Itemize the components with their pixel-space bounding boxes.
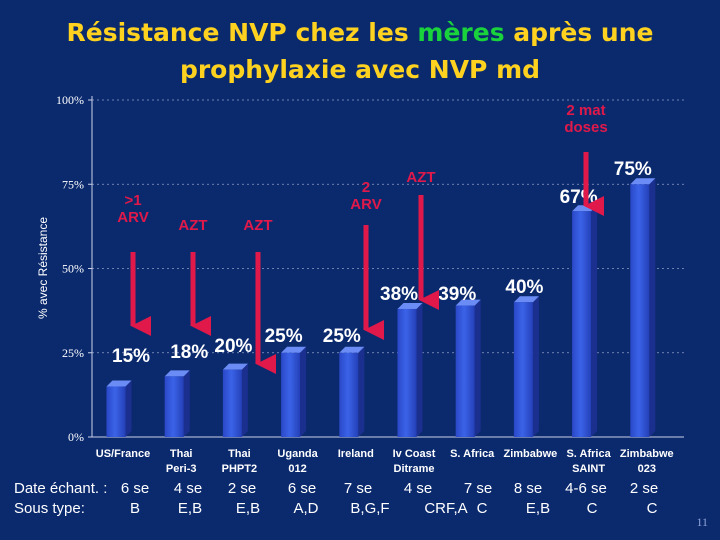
subtype: C xyxy=(647,500,658,517)
bar-top xyxy=(513,296,539,303)
subtype: B xyxy=(130,500,140,517)
data-label: 15% xyxy=(112,346,150,367)
bar xyxy=(164,376,184,437)
subtype: E,B xyxy=(526,500,550,517)
data-label: 25% xyxy=(265,326,303,347)
annotation-text: AZT xyxy=(243,217,272,234)
category-label: Zimbabwe xyxy=(620,448,674,460)
bar-top xyxy=(630,178,656,185)
bar-side xyxy=(183,370,190,437)
sample-date: 7 se xyxy=(344,480,372,497)
bar-side xyxy=(591,205,598,437)
y-tick-label: 100% xyxy=(56,93,84,107)
bar-side xyxy=(241,363,248,437)
bar-top xyxy=(164,370,190,377)
bar-side xyxy=(300,346,307,437)
category-label: Uganda xyxy=(277,448,318,460)
y-tick-label: 0% xyxy=(68,430,84,444)
annotation-text: ARV xyxy=(117,209,148,226)
bar-top xyxy=(281,346,307,353)
category-label: Zimbabwe xyxy=(504,448,558,460)
slide-title: Résistance NVP chez les mères après une … xyxy=(0,14,720,88)
y-axis-label: % avec Résistance xyxy=(36,217,50,319)
bar-top xyxy=(397,302,423,309)
footer-subtype-label: Sous type: xyxy=(14,500,85,517)
bar xyxy=(513,302,533,437)
title-line-2: prophylaxie avec NVP md xyxy=(179,55,541,84)
category-sublabel: 023 xyxy=(638,463,656,475)
subtype: C xyxy=(477,500,488,517)
bar-top xyxy=(222,363,248,370)
footer-date-label: Date échant. : xyxy=(14,480,107,497)
bar-side xyxy=(649,178,656,437)
data-label: 25% xyxy=(323,326,361,347)
data-label: 20% xyxy=(214,336,252,357)
sample-date: 4-6 se xyxy=(565,480,607,497)
bar xyxy=(339,352,359,437)
sample-date: 6 se xyxy=(121,480,149,497)
title-highlight: mères xyxy=(417,18,505,47)
category-label: S. Africa xyxy=(450,448,495,460)
category-label: Thai xyxy=(170,448,193,460)
category-sublabel: Ditrame xyxy=(394,463,435,475)
data-label: 40% xyxy=(505,277,543,298)
bar-side xyxy=(474,299,481,437)
bar-side xyxy=(358,346,365,437)
sample-date: 4 se xyxy=(404,480,432,497)
bar-top xyxy=(455,299,481,306)
category-sublabel: Peri-3 xyxy=(166,463,197,475)
subtype: A,D xyxy=(293,500,318,517)
y-tick-label: 50% xyxy=(62,262,84,276)
sample-date: 4 se xyxy=(174,480,202,497)
category-label: Iv Coast xyxy=(393,448,436,460)
annotation-text: AZT xyxy=(406,169,435,186)
bar xyxy=(222,369,242,437)
subtype: CRF,A xyxy=(424,500,467,517)
bar xyxy=(281,352,301,437)
category-label: Ireland xyxy=(338,448,374,460)
subtype: E,B xyxy=(178,500,202,517)
bar-top xyxy=(339,346,365,353)
bar-side xyxy=(416,302,423,437)
bar-side xyxy=(532,296,539,437)
bar-side xyxy=(125,380,132,437)
annotation-text: 2 xyxy=(362,179,370,196)
bar-top xyxy=(106,380,132,387)
category-label: S. Africa xyxy=(566,448,611,460)
category-label: Thai xyxy=(228,448,251,460)
sample-date: 7 se xyxy=(464,480,492,497)
sample-date: 8 se xyxy=(514,480,542,497)
subtype: C xyxy=(587,500,598,517)
title-line-1: Résistance NVP chez les mères après une xyxy=(66,18,654,47)
bar xyxy=(397,308,417,437)
slide-number: 11 xyxy=(696,515,708,529)
data-label: 18% xyxy=(170,342,208,363)
subtype: B,G,F xyxy=(350,500,389,517)
bar xyxy=(572,211,592,437)
category-sublabel: 012 xyxy=(288,463,306,475)
annotation-text: >1 xyxy=(124,192,141,209)
category-sublabel: PHPT2 xyxy=(222,463,257,475)
sample-date: 6 se xyxy=(288,480,316,497)
bar xyxy=(455,305,475,437)
bar xyxy=(630,184,650,437)
category-sublabel: SAINT xyxy=(572,463,605,475)
sample-date: 2 se xyxy=(630,480,658,497)
sample-date: 2 se xyxy=(228,480,256,497)
category-label: US/France xyxy=(96,448,150,460)
data-label: 67% xyxy=(560,187,598,208)
data-label: 75% xyxy=(614,159,652,180)
annotation-text: ARV xyxy=(350,196,381,213)
annotation-text: 2 mat xyxy=(566,102,605,119)
data-label: 38% xyxy=(380,284,418,305)
bar xyxy=(106,386,126,437)
annotation-text: doses xyxy=(564,119,607,136)
annotation-text: AZT xyxy=(178,217,207,234)
subtype: E,B xyxy=(236,500,260,517)
y-tick-label: 25% xyxy=(62,346,84,360)
data-label: 39% xyxy=(438,284,476,305)
y-tick-label: 75% xyxy=(62,177,84,191)
